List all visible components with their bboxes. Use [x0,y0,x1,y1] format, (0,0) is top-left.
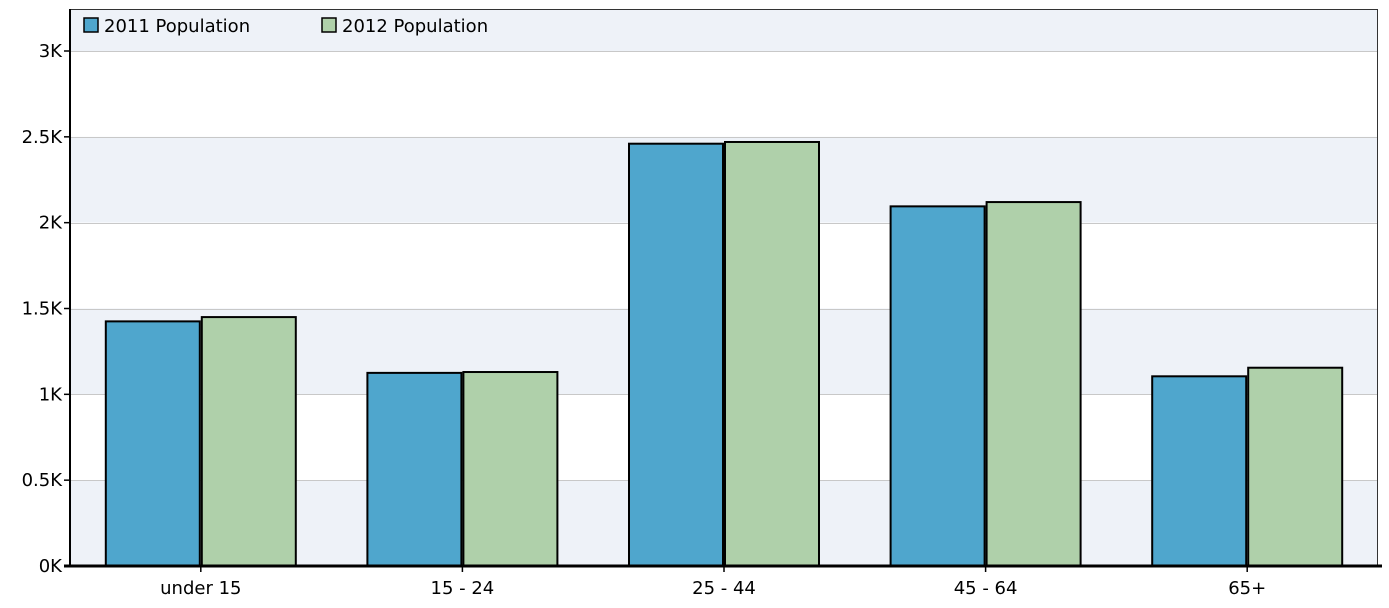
bar-series-1 [889,205,986,567]
x-tick-label: 65+ [1228,578,1266,599]
x-tick-label: 45 - 64 [954,578,1018,599]
y-tick-label: 0.5K [22,470,64,491]
x-tick-label: 15 - 24 [431,578,495,599]
legend-swatch [321,17,337,33]
y-tick-label: 2K [39,213,63,234]
y-tick-label: 1K [39,384,63,405]
y-tick-label: 3K [39,41,63,62]
axes [64,9,1382,568]
bar-series-1 [366,371,463,567]
bar-series-1 [628,142,724,567]
bar-series-2 [724,140,820,567]
bar-series-1 [104,320,201,567]
legend-swatch [83,17,99,33]
bar-series-2 [985,201,1082,567]
bar-series-2 [200,316,297,568]
background-band [70,51,1378,137]
y-axis-ticks: 0K 0.5K 1K 1.5K 2K 2.5K 3K [22,41,70,577]
x-axis-ticks: under 15 15 - 24 25 - 44 45 - 64 65+ [160,566,1266,599]
legend: 2011 Population 2012 Population [83,16,488,37]
bar-series-1 [1151,375,1248,567]
y-tick-label: 1.5K [22,299,64,320]
bars [104,140,1344,568]
legend-label: 2012 Population [342,16,488,37]
legend-label: 2011 Population [104,16,250,37]
bar-series-2 [462,371,559,567]
x-tick-label: 25 - 44 [692,578,756,599]
y-tick-label: 2.5K [22,127,64,148]
y-tick-label: 0K [39,556,63,577]
bar-series-2 [1247,366,1344,567]
background-band [70,9,1378,51]
x-tick-label: under 15 [160,578,241,599]
